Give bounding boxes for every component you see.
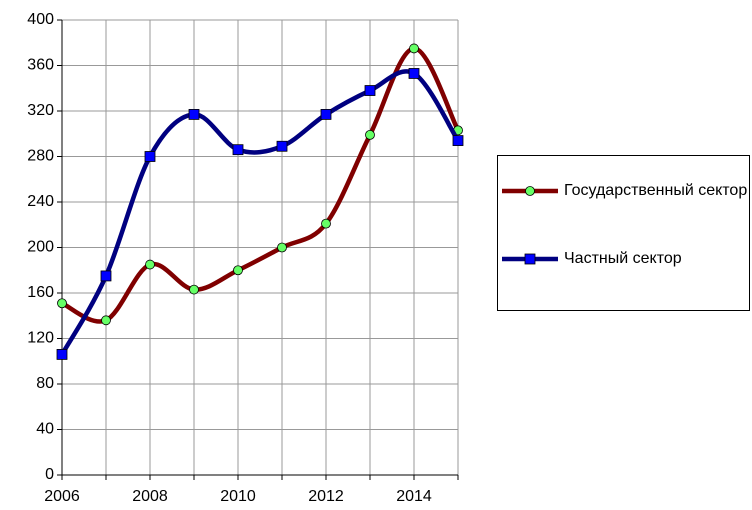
y-tick-label: 40: [36, 421, 54, 438]
marker: [525, 186, 535, 196]
legend-label: Государственный сектор: [564, 182, 748, 199]
legend-label: Частный сектор: [564, 250, 682, 267]
marker: [409, 43, 419, 54]
x-tick-label: 2012: [308, 488, 344, 505]
marker: [189, 284, 199, 295]
x-tick-label: 2006: [44, 488, 80, 505]
x-tick-label: 2008: [132, 488, 168, 505]
y-tick-label: 280: [27, 148, 54, 165]
marker: [365, 129, 375, 140]
marker: [320, 109, 332, 120]
marker: [145, 259, 155, 270]
series-line: [60, 69, 460, 356]
y-tick-label: 360: [27, 57, 54, 74]
marker: [276, 140, 288, 152]
y-tick-label: 120: [27, 330, 54, 347]
legend: Государственный сектор Частный сектор: [497, 155, 750, 311]
x-tick-label: 2010: [220, 488, 256, 505]
x-tick-label: 2014: [396, 488, 432, 505]
legend-swatch: [502, 186, 558, 196]
y-tick-label: 200: [27, 239, 54, 256]
marker: [277, 242, 287, 253]
marker: [232, 144, 244, 156]
legend-swatch: [502, 253, 558, 265]
y-tick-label: 320: [27, 102, 54, 119]
marker: [408, 68, 420, 79]
marker: [57, 298, 67, 309]
y-tick-label: 240: [27, 193, 54, 210]
marker: [233, 265, 243, 276]
marker: [524, 253, 536, 265]
marker: [188, 109, 200, 120]
series-line: [60, 46, 461, 324]
y-tick-label: 80: [36, 375, 54, 392]
marker: [101, 315, 111, 326]
y-tick-label: 0: [45, 466, 54, 483]
marker: [364, 85, 376, 96]
marker: [321, 218, 331, 229]
marker: [144, 151, 156, 162]
marker: [56, 349, 68, 360]
y-tick-label: 160: [27, 284, 54, 301]
y-tick-label: 400: [27, 11, 54, 28]
marker: [452, 135, 464, 146]
marker: [100, 270, 112, 282]
